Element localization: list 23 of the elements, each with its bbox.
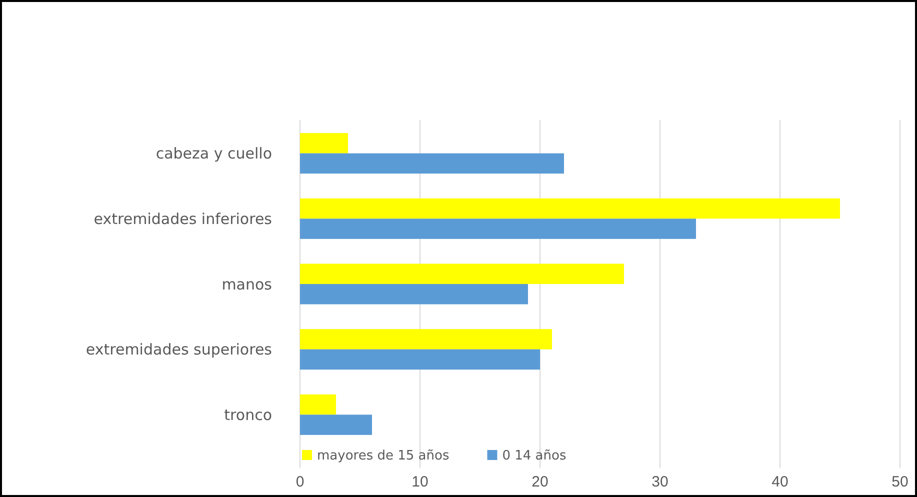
x-tick-label: 20 xyxy=(532,474,548,491)
x-tick-label: 10 xyxy=(412,474,428,491)
bar xyxy=(300,198,840,219)
bar xyxy=(300,133,348,154)
bar xyxy=(300,264,624,284)
bar xyxy=(300,329,552,350)
x-tick-label: 40 xyxy=(772,474,788,491)
legend-label: 0 14 años xyxy=(502,448,566,464)
x-tick-label: 50 xyxy=(892,474,908,491)
bar xyxy=(300,153,564,174)
bar xyxy=(300,394,336,415)
bar xyxy=(300,349,540,370)
y-tick-label: extremidades inferiores xyxy=(94,210,272,228)
y-tick-label: tronco xyxy=(224,406,272,424)
y-tick-label: cabeza y cuello xyxy=(156,144,272,163)
x-tick-label: 0 xyxy=(296,474,304,491)
y-tick-label: manos xyxy=(222,275,272,294)
bar xyxy=(300,218,696,239)
bar xyxy=(300,284,528,304)
y-tick-label: extremidades superiores xyxy=(86,340,272,359)
bar xyxy=(300,414,372,435)
x-tick-label: 30 xyxy=(652,474,668,491)
legend-label: mayores de 15 años xyxy=(317,448,450,464)
